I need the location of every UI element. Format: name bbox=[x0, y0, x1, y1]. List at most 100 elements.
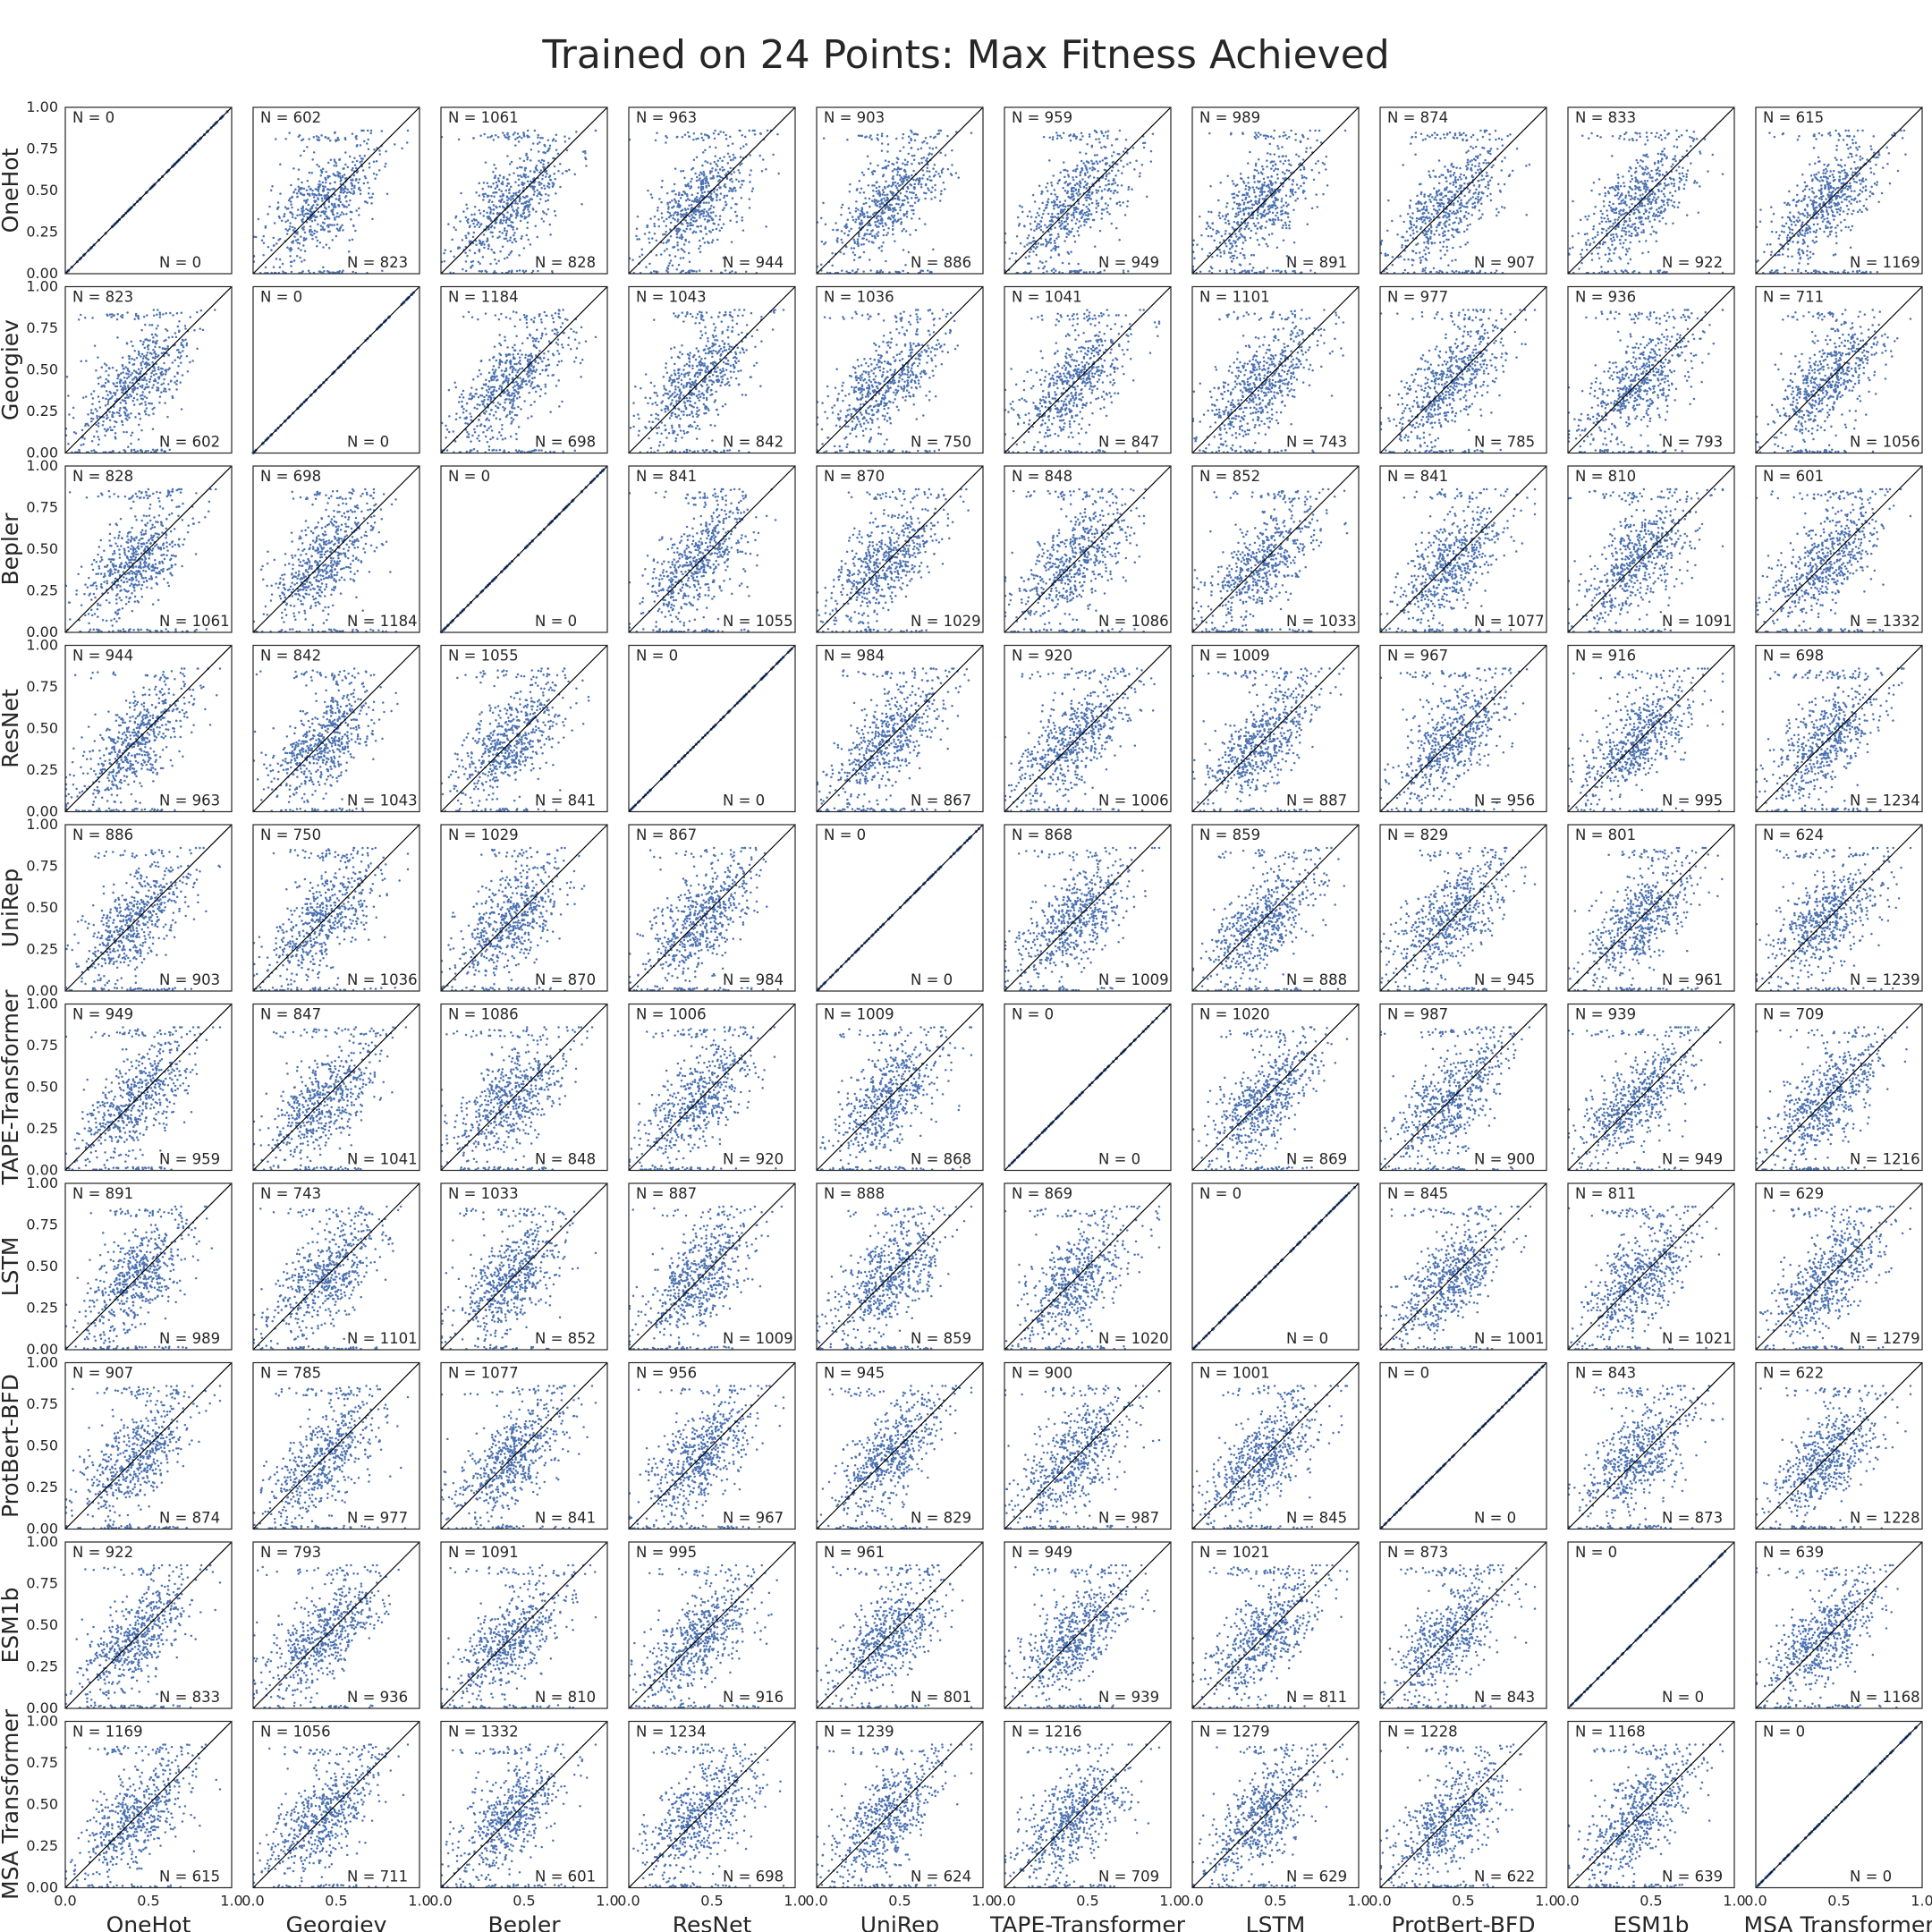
scatter-point bbox=[726, 195, 729, 198]
scatter-point bbox=[316, 194, 318, 197]
scatter-point bbox=[519, 198, 521, 200]
scatter-point bbox=[303, 215, 306, 217]
scatter-point bbox=[352, 191, 355, 193]
scatter-point bbox=[447, 223, 450, 225]
scatter-point bbox=[538, 150, 540, 153]
scatter-point bbox=[734, 271, 737, 274]
scatter-point bbox=[510, 236, 513, 239]
scatter-point bbox=[514, 144, 517, 147]
scatter-point bbox=[295, 239, 298, 242]
scatter-point bbox=[491, 201, 494, 204]
scatter-point bbox=[541, 159, 544, 162]
scatter-point bbox=[932, 148, 935, 150]
scatter-point bbox=[585, 165, 588, 167]
scatter-point bbox=[364, 155, 367, 157]
scatter-point bbox=[754, 133, 757, 136]
scatter-point bbox=[724, 186, 727, 189]
scatter-point bbox=[697, 206, 699, 208]
scatter-point bbox=[314, 188, 317, 191]
scatter-point bbox=[547, 149, 550, 152]
scatter-point bbox=[882, 271, 885, 274]
scatter-point bbox=[262, 254, 265, 257]
scatter-point bbox=[554, 165, 556, 168]
scatter-point bbox=[702, 151, 705, 154]
scatter-point bbox=[688, 216, 691, 218]
scatter-point bbox=[741, 216, 743, 219]
scatter-point bbox=[727, 145, 730, 148]
scatter-point bbox=[506, 199, 509, 202]
scatter-point bbox=[496, 182, 498, 184]
scatter-point bbox=[493, 204, 496, 207]
scatter-point bbox=[549, 145, 552, 148]
scatter-point bbox=[689, 228, 691, 231]
scatter-point bbox=[301, 211, 304, 214]
scatter-point bbox=[354, 230, 357, 233]
scatter-point bbox=[696, 219, 699, 222]
scatter-point bbox=[490, 195, 493, 198]
scatter-point bbox=[334, 188, 336, 191]
scatter-point bbox=[505, 234, 508, 237]
scatter-point bbox=[519, 135, 521, 138]
scatter-point bbox=[293, 227, 296, 230]
scatter-point bbox=[852, 269, 854, 272]
scatter-point bbox=[674, 183, 676, 186]
scatter-point bbox=[848, 208, 851, 210]
scatter-point bbox=[487, 248, 490, 250]
scatter-point bbox=[870, 138, 873, 140]
scatter-point bbox=[673, 190, 675, 192]
scatter-point bbox=[373, 148, 376, 151]
scatter-point bbox=[549, 179, 552, 182]
scatter-point bbox=[939, 199, 942, 202]
scatter-point bbox=[758, 155, 761, 157]
scatter-point bbox=[465, 270, 468, 273]
scatter-point bbox=[527, 130, 530, 132]
scatter-point bbox=[649, 217, 652, 220]
scatter-point bbox=[284, 206, 287, 208]
scatter-point bbox=[482, 241, 485, 243]
scatter-point bbox=[687, 182, 690, 185]
scatter-point bbox=[675, 230, 678, 233]
scatter-point bbox=[363, 140, 366, 143]
scatter-point bbox=[355, 178, 358, 181]
scatter-point bbox=[474, 225, 477, 228]
scatter-point bbox=[343, 191, 346, 193]
y-tick-label: 0.75 bbox=[26, 140, 58, 157]
scatter-point bbox=[685, 212, 688, 215]
scatter-point bbox=[701, 165, 704, 167]
scatter-point bbox=[672, 217, 674, 220]
scatter-point bbox=[349, 199, 352, 202]
scatter-point bbox=[271, 185, 274, 188]
scatter-point bbox=[307, 199, 309, 201]
scatter-point bbox=[265, 267, 267, 269]
scatter-point bbox=[308, 204, 310, 207]
scatter-point bbox=[548, 183, 551, 186]
scatter-point bbox=[296, 214, 299, 216]
scatter-point bbox=[539, 198, 542, 200]
scatter-point bbox=[301, 219, 303, 222]
scatter-point bbox=[735, 179, 738, 182]
scatter-point bbox=[724, 134, 727, 137]
scatter-point bbox=[521, 202, 523, 205]
scatter-point bbox=[506, 211, 509, 214]
scatter-point bbox=[493, 252, 496, 255]
scatter-point bbox=[459, 220, 462, 223]
scatter-point bbox=[681, 194, 683, 197]
scatter-point bbox=[339, 173, 342, 175]
scatter-point bbox=[752, 187, 755, 190]
scatter-point bbox=[708, 191, 710, 193]
scatter-point bbox=[645, 266, 648, 268]
scatter-point bbox=[749, 154, 751, 157]
scatter-point bbox=[674, 200, 677, 203]
scatter-point bbox=[674, 212, 676, 215]
scatter-point bbox=[703, 212, 706, 215]
scatter-point bbox=[498, 206, 501, 208]
scatter-point bbox=[671, 207, 674, 209]
scatter-point bbox=[309, 193, 311, 196]
scatter-point bbox=[506, 240, 509, 242]
scatter-point bbox=[318, 185, 321, 188]
scatter-point bbox=[513, 192, 515, 195]
scatter-point bbox=[691, 232, 694, 234]
scatter-point bbox=[713, 207, 716, 209]
scatter-point bbox=[319, 271, 322, 274]
scatter-point bbox=[522, 187, 525, 190]
